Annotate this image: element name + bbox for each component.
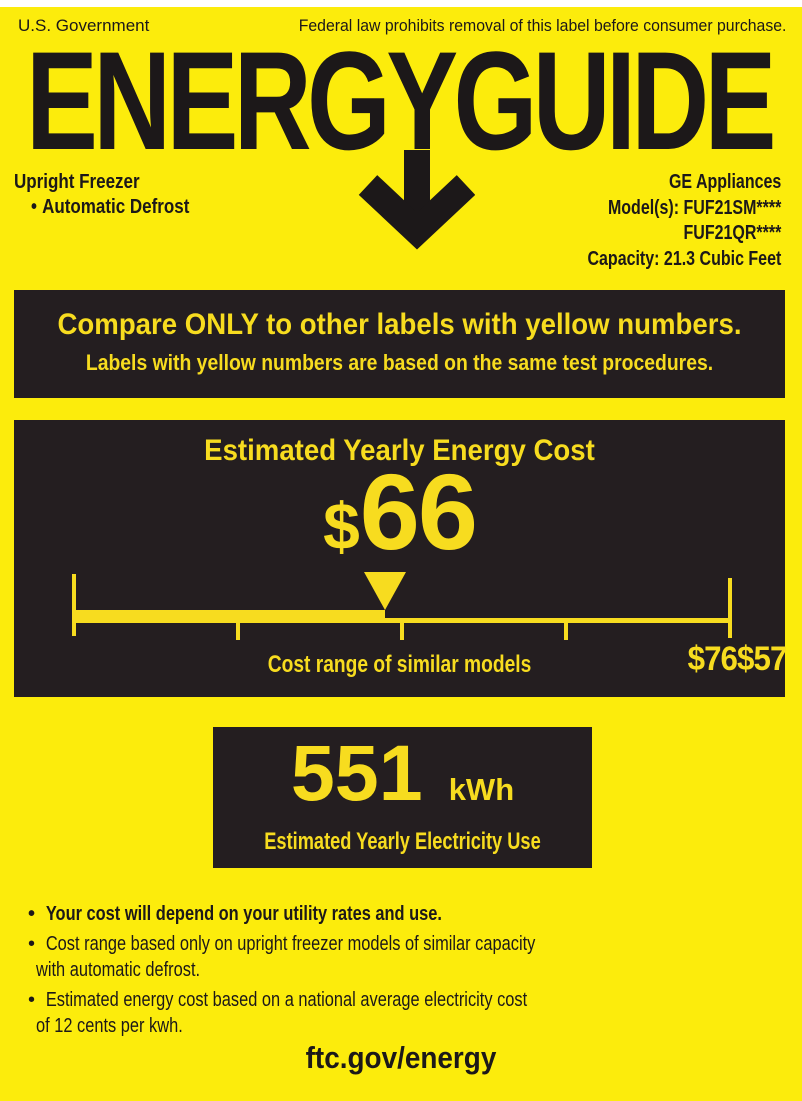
kwh-line: 551 kWh (213, 733, 592, 812)
scale-tick-right (728, 578, 732, 638)
cost-range-caption: Cost range of similar models (267, 651, 532, 678)
footnote-item: • Estimated energy cost based on a natio… (0, 987, 656, 1039)
currency-symbol: $ (323, 489, 360, 563)
electricity-use-box: 551 kWh Estimated Yearly Electricity Use (213, 727, 592, 868)
scale-axis-line (74, 618, 730, 623)
bullet-icon: • (28, 933, 36, 955)
product-type: Upright Freezer (14, 171, 140, 193)
brand-name: GE Appliances (668, 171, 781, 193)
footnote-item: • Your cost will depend on your utility … (0, 901, 656, 927)
scale-tick-50 (400, 622, 404, 640)
product-info-left: Upright Freezer • Automatic Defrost (14, 170, 189, 220)
model-line-2: FUF21QR**** (683, 222, 781, 244)
range-label-high: $76 (687, 640, 737, 678)
scale-tick-25 (236, 622, 240, 640)
compare-banner: Compare ONLY to other labels with yellow… (14, 290, 785, 398)
model-line-1: Model(s): FUF21SM**** (607, 196, 781, 219)
product-feature-label: Automatic Defrost (42, 196, 190, 218)
range-labels: $76$57 (687, 640, 787, 679)
energyguide-logo: ENERGYGUIDE (26, 22, 776, 179)
product-feature: • Automatic Defrost (14, 195, 189, 220)
us-government-label: U.S. Government (18, 16, 150, 35)
kwh-value: 551 (290, 728, 423, 817)
scale-tick-left (72, 574, 76, 636)
footnote-text: Cost range based only on upright freezer… (36, 933, 536, 981)
capacity-label: Capacity: 21.3 Cubic Feet (587, 247, 781, 270)
footnotes-list: • Your cost will depend on your utility … (0, 901, 656, 1043)
top-white-border (0, 0, 802, 7)
footnote-text: Estimated energy cost based on a nationa… (36, 989, 528, 1037)
compare-banner-line2: Labels with yellow numbers are based on … (85, 350, 714, 375)
ftc-url: ftc.gov/energy (305, 1040, 497, 1075)
cost-range-scale: $76$57 (72, 572, 787, 678)
range-label-low: $57 (736, 640, 787, 678)
product-info-right: GE Appliances Model(s): FUF21SM**** FUF2… (587, 170, 781, 272)
kwh-unit: kWh (448, 772, 515, 807)
compare-banner-line1: Compare ONLY to other labels with yellow… (57, 308, 742, 341)
cost-title: Estimated Yearly Energy Cost (204, 434, 595, 467)
down-arrow-icon (358, 150, 475, 250)
scale-tick-75 (564, 622, 568, 640)
bullet-icon: • (31, 196, 37, 218)
yearly-energy-cost-box: Estimated Yearly Energy Cost $66 $76$57 … (14, 420, 787, 697)
bullet-icon: • (28, 989, 36, 1011)
federal-law-notice: Federal law prohibits removal of this la… (298, 16, 786, 35)
bullet-icon: • (28, 903, 36, 925)
cost-marker-triangle (363, 572, 406, 610)
footnote-text: Your cost will depend on your utility ra… (45, 903, 442, 925)
cost-amount: 66 (359, 451, 478, 572)
kwh-caption: Estimated Yearly Electricity Use (264, 828, 541, 855)
cost-value: $66 (14, 458, 785, 566)
footnote-item: • Cost range based only on upright freez… (0, 931, 656, 983)
